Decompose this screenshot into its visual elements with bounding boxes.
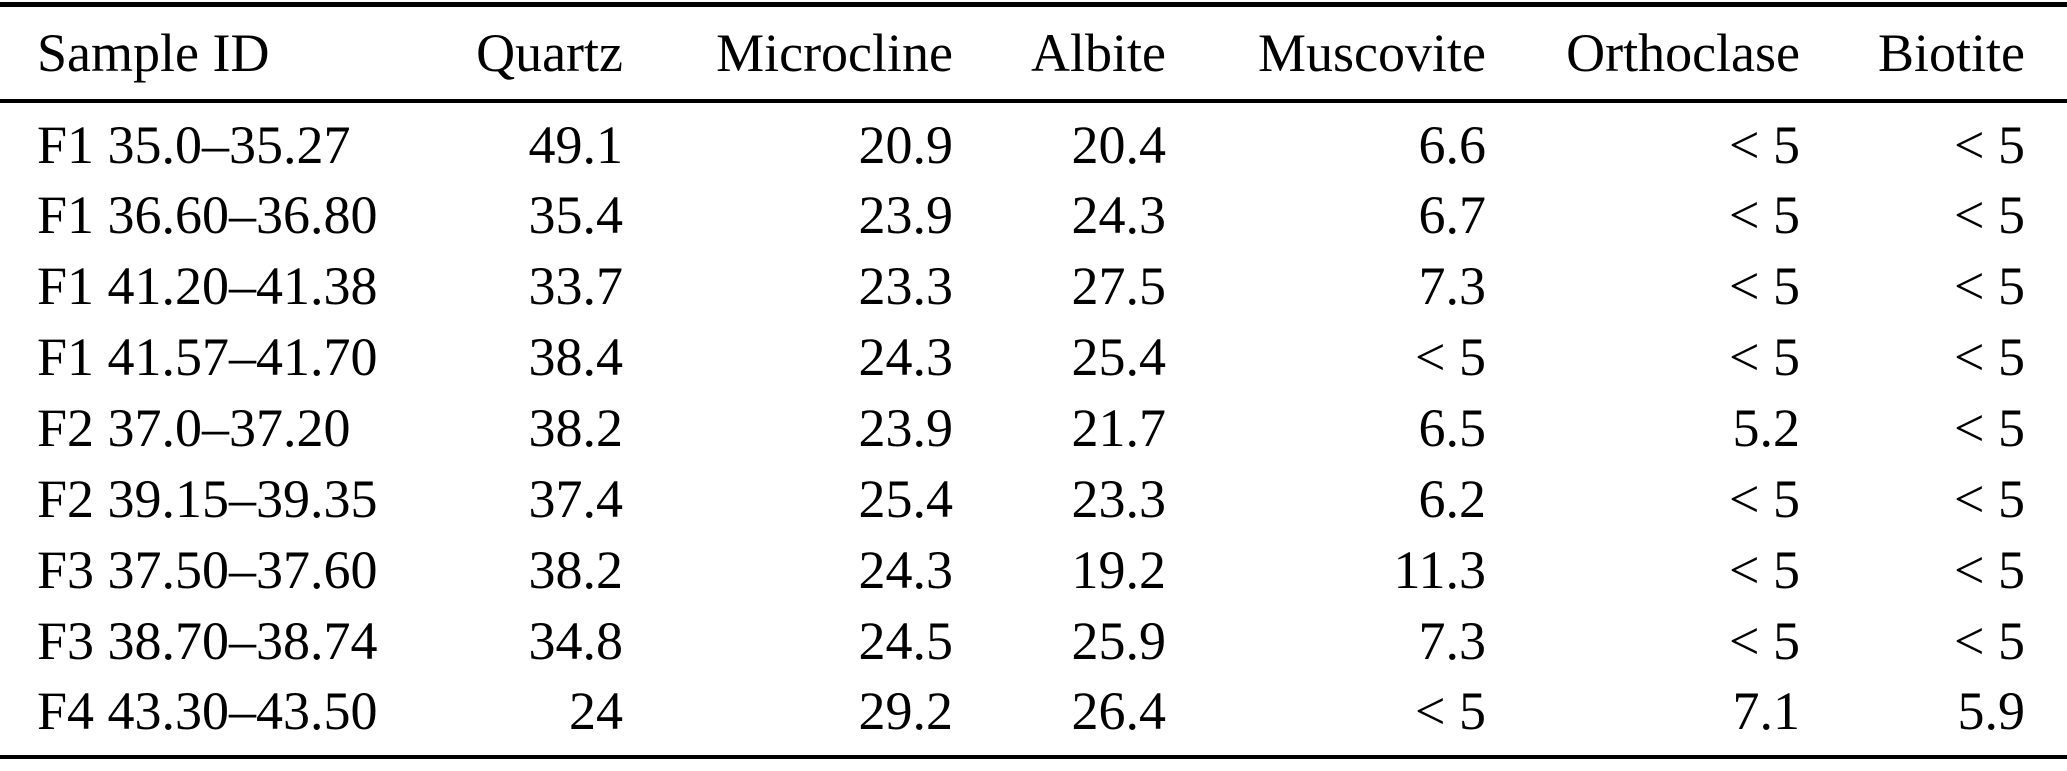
microcline-value-cell: 23.3 xyxy=(858,255,954,316)
table-row: F3 38.70–38.74 34.8 24.5 25.9 7.3 < 5 < … xyxy=(0,606,2067,677)
muscovite-value-cell: 7.3 xyxy=(1418,610,1487,671)
column-header-sample-id: Sample ID xyxy=(0,4,420,103)
column-header-orthoclase: Orthoclase xyxy=(1486,4,1800,103)
microcline-value-cell: 20.9 xyxy=(858,114,954,175)
albite-value-cell: 25.9 xyxy=(1071,610,1167,671)
orthoclase-value-cell: < 5 xyxy=(1729,184,1800,245)
biotite-value-cell: < 5 xyxy=(1954,397,2025,458)
biotite-value-cell: < 5 xyxy=(1954,539,2025,600)
quartz-value-cell: 38.4 xyxy=(528,326,624,387)
muscovite-value-cell: 6.7 xyxy=(1418,184,1487,245)
muscovite-value-cell: < 5 xyxy=(1415,326,1486,387)
sample-id-cell: F1 41.20–41.38 xyxy=(37,255,378,316)
orthoclase-value-cell: < 5 xyxy=(1729,255,1800,316)
quartz-value-cell: 35.4 xyxy=(528,184,624,245)
table-body: F1 35.0–35.27 49.1 20.9 20.4 6.6 < 5 < 5… xyxy=(0,101,2067,757)
albite-value-cell: 19.2 xyxy=(1071,539,1167,600)
table-row: F1 36.60–36.80 35.4 23.9 24.3 6.7 < 5 < … xyxy=(0,180,2067,251)
sample-id-cell: F1 36.60–36.80 xyxy=(37,184,378,245)
muscovite-value-cell: < 5 xyxy=(1415,680,1486,741)
column-header-biotite: Biotite xyxy=(1800,4,2067,103)
albite-value-cell: 27.5 xyxy=(1071,255,1167,316)
table-row: F2 39.15–39.35 37.4 25.4 23.3 6.2 < 5 < … xyxy=(0,464,2067,535)
microcline-value-cell: 24.3 xyxy=(858,326,954,387)
orthoclase-value-cell: < 5 xyxy=(1729,326,1800,387)
microcline-value-cell: 29.2 xyxy=(858,680,954,741)
biotite-value-cell: < 5 xyxy=(1954,610,2025,671)
sample-id-cell: F1 35.0–35.27 xyxy=(37,114,351,175)
quartz-value-cell: 38.2 xyxy=(528,397,624,458)
header-row: Sample ID Quartz Microcline Albite Musco… xyxy=(0,4,2067,103)
biotite-value-cell: < 5 xyxy=(1954,184,2025,245)
biotite-value-cell: < 5 xyxy=(1954,326,2025,387)
sample-id-cell: F3 38.70–38.74 xyxy=(37,610,378,671)
albite-value-cell: 25.4 xyxy=(1071,326,1167,387)
column-header-quartz: Quartz xyxy=(420,4,623,103)
muscovite-value-cell: 7.3 xyxy=(1418,255,1487,316)
orthoclase-value-cell: < 5 xyxy=(1729,468,1800,529)
orthoclase-value-cell: < 5 xyxy=(1729,114,1800,175)
orthoclase-value-cell: < 5 xyxy=(1729,610,1800,671)
sample-id-cell: F4 43.30–43.50 xyxy=(37,680,378,741)
quartz-value-cell: 34.8 xyxy=(528,610,624,671)
microcline-value-cell: 23.9 xyxy=(858,397,954,458)
microcline-value-cell: 23.9 xyxy=(858,184,954,245)
albite-value-cell: 23.3 xyxy=(1071,468,1167,529)
microcline-value-cell: 24.5 xyxy=(858,610,954,671)
albite-value-cell: 26.4 xyxy=(1071,680,1167,741)
orthoclase-value-cell: < 5 xyxy=(1729,539,1800,600)
orthoclase-value-cell: 7.1 xyxy=(1732,680,1801,741)
albite-value-cell: 21.7 xyxy=(1071,397,1167,458)
column-header-muscovite: Muscovite xyxy=(1166,4,1486,103)
table-header: Sample ID Quartz Microcline Albite Musco… xyxy=(0,4,2067,103)
muscovite-value-cell: 6.5 xyxy=(1418,397,1487,458)
quartz-value-cell: 49.1 xyxy=(528,114,624,175)
quartz-value-cell: 33.7 xyxy=(528,255,624,316)
table-row: F1 41.20–41.38 33.7 23.3 27.5 7.3 < 5 < … xyxy=(0,251,2067,322)
column-header-albite: Albite xyxy=(953,4,1166,103)
table-row: F2 37.0–37.20 38.2 23.9 21.7 6.5 5.2 < 5 xyxy=(0,393,2067,464)
muscovite-value-cell: 6.2 xyxy=(1418,468,1487,529)
quartz-value-cell: 38.2 xyxy=(528,539,624,600)
sample-id-cell: F1 41.57–41.70 xyxy=(37,326,378,387)
table-row: F4 43.30–43.50 24 29.2 26.4 < 5 7.1 5.9 xyxy=(0,677,2067,757)
albite-value-cell: 20.4 xyxy=(1071,114,1167,175)
table-row: F1 35.0–35.27 49.1 20.9 20.4 6.6 < 5 < 5 xyxy=(0,101,2067,180)
microcline-value-cell: 24.3 xyxy=(858,539,954,600)
biotite-value-cell: < 5 xyxy=(1954,255,2025,316)
sample-id-cell: F2 37.0–37.20 xyxy=(37,397,351,458)
sample-id-cell: F3 37.50–37.60 xyxy=(37,539,378,600)
sample-id-cell: F2 39.15–39.35 xyxy=(37,468,378,529)
biotite-value-cell: 5.9 xyxy=(1957,680,2026,741)
table-row: F1 41.57–41.70 38.4 24.3 25.4 < 5 < 5 < … xyxy=(0,322,2067,393)
quartz-value-cell: 24 xyxy=(569,680,623,741)
table-row: F3 37.50–37.60 38.2 24.3 19.2 11.3 < 5 <… xyxy=(0,535,2067,606)
biotite-value-cell: < 5 xyxy=(1954,114,2025,175)
muscovite-value-cell: 11.3 xyxy=(1393,539,1487,600)
biotite-value-cell: < 5 xyxy=(1954,468,2025,529)
microcline-value-cell: 25.4 xyxy=(858,468,954,529)
column-header-microcline: Microcline xyxy=(623,4,953,103)
muscovite-value-cell: 6.6 xyxy=(1418,114,1487,175)
orthoclase-value-cell: 5.2 xyxy=(1732,397,1801,458)
albite-value-cell: 24.3 xyxy=(1071,184,1167,245)
quartz-value-cell: 37.4 xyxy=(528,468,624,529)
